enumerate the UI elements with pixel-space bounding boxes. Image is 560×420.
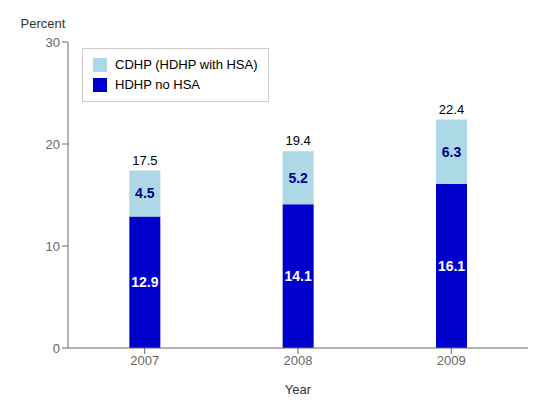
svg-text:0: 0 bbox=[53, 341, 60, 356]
svg-text:16.1: 16.1 bbox=[438, 258, 465, 274]
svg-text:4.5: 4.5 bbox=[135, 185, 155, 201]
svg-text:10: 10 bbox=[46, 239, 60, 254]
svg-text:20: 20 bbox=[46, 137, 60, 152]
svg-text:2009: 2009 bbox=[437, 353, 466, 368]
svg-text:14.1: 14.1 bbox=[285, 268, 312, 284]
svg-text:12.9: 12.9 bbox=[131, 274, 158, 290]
html-text:CDHP (HDHP with HSA): CDHP (HDHP with HSA) bbox=[115, 57, 258, 72]
svg-text:Year: Year bbox=[285, 382, 312, 397]
svg-text:17.5: 17.5 bbox=[132, 153, 157, 168]
svg-text:2008: 2008 bbox=[284, 353, 313, 368]
svg-text:Percent: Percent bbox=[21, 16, 66, 31]
svg-text:30: 30 bbox=[46, 35, 60, 50]
svg-text:6.3: 6.3 bbox=[442, 144, 462, 160]
svg-text:5.2: 5.2 bbox=[288, 170, 308, 186]
svg-text:22.4: 22.4 bbox=[439, 102, 464, 117]
svg-text:19.4: 19.4 bbox=[286, 133, 311, 148]
svg-text:2007: 2007 bbox=[130, 353, 159, 368]
html-text:HDHP no HSA: HDHP no HSA bbox=[115, 77, 200, 92]
